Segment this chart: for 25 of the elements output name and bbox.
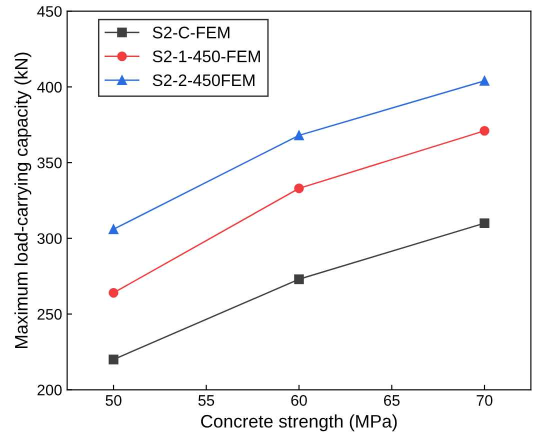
y-tick-label: 450 (37, 6, 62, 17)
point (108, 224, 118, 234)
x-tick-label: 70 (476, 395, 492, 406)
point (294, 130, 304, 140)
point (294, 274, 304, 284)
point (480, 76, 490, 86)
x-tick-label: 55 (198, 395, 214, 406)
point (108, 354, 118, 364)
point (480, 218, 490, 228)
y-tick-label: 300 (37, 233, 62, 244)
point (480, 126, 490, 136)
point (294, 184, 304, 194)
y-tick-label: 350 (37, 157, 62, 168)
x-tick-label: 50 (106, 395, 122, 406)
legend-label: S2-1-450-FEM (152, 50, 260, 62)
legend-label: S2-C-FEM (152, 26, 230, 38)
x-tick-label: 65 (384, 395, 400, 406)
y-axis-title: Maximum load-carrying capacity (kN) (14, 52, 32, 348)
x-tick-label: 60 (291, 395, 307, 406)
point (108, 288, 118, 298)
y-tick-label: 200 (38, 384, 62, 396)
legend-label: S2-2-450FEM (152, 74, 254, 86)
x-axis-title: Concrete strength (MPa) (201, 414, 397, 432)
y-tick-label: 400 (37, 82, 62, 93)
y-tick-label: 250 (38, 308, 62, 320)
